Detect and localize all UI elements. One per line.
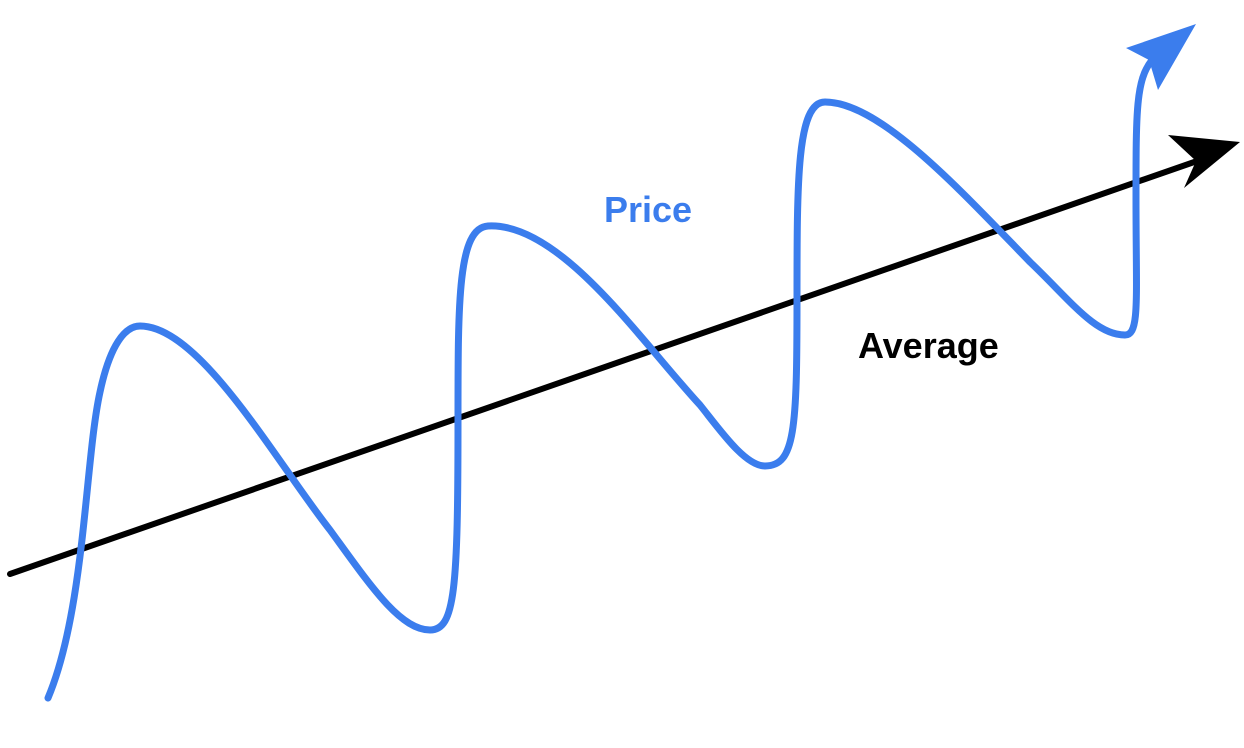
price-arrowhead [1126, 24, 1196, 90]
price-line-group [44, 24, 1196, 702]
average-arrowhead [1168, 135, 1240, 188]
price-line [44, 56, 1156, 702]
price-label: Price [604, 189, 692, 230]
average-label: Average [858, 325, 999, 366]
